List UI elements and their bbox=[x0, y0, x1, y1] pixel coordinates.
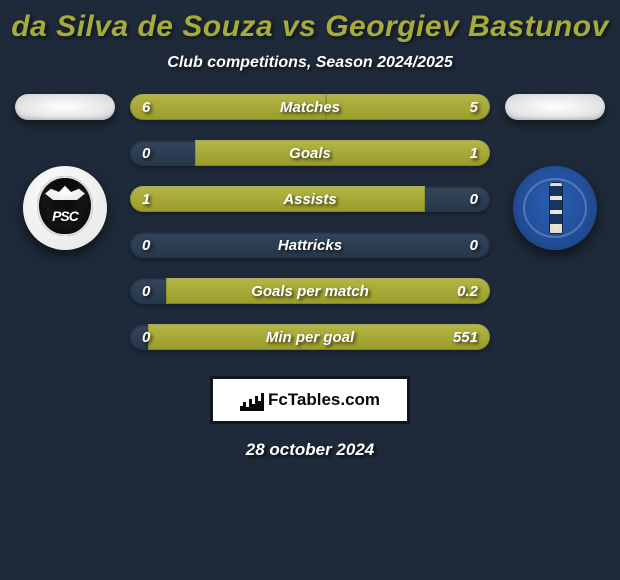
right-player-column bbox=[500, 94, 610, 350]
stat-label: Goals per match bbox=[130, 278, 490, 304]
stat-label: Matches bbox=[130, 94, 490, 120]
brand-attribution[interactable]: FcTables.com bbox=[210, 376, 410, 424]
stat-label: Goals bbox=[130, 140, 490, 166]
left-team-crest: PSC bbox=[23, 166, 107, 250]
stat-label: Assists bbox=[130, 186, 490, 212]
content-root: da Silva de Souza vs Georgiev Bastunov C… bbox=[0, 0, 620, 580]
stat-label: Min per goal bbox=[130, 324, 490, 350]
brand-text: FcTables.com bbox=[268, 390, 380, 410]
left-player-name-pill bbox=[15, 94, 115, 120]
comparison-row: PSC 65Matches 01Goals 10Assists 00Hattricks… bbox=[0, 94, 620, 350]
stat-bar: 65Matches bbox=[130, 94, 490, 120]
bar-chart-icon bbox=[240, 389, 262, 411]
page-title: da Silva de Souza vs Georgiev Bastunov bbox=[11, 10, 609, 44]
right-team-crest bbox=[513, 166, 597, 250]
stat-bar: 00Hattricks bbox=[130, 232, 490, 258]
stat-bar: 01Goals bbox=[130, 140, 490, 166]
stat-bar: 00.2Goals per match bbox=[130, 278, 490, 304]
left-crest-label: PSC bbox=[23, 208, 107, 224]
stat-label: Hattricks bbox=[130, 232, 490, 258]
stat-bars: 65Matches 01Goals 10Assists 00Hattricks 00.2… bbox=[130, 94, 490, 350]
snapshot-date: 28 october 2024 bbox=[246, 440, 375, 460]
stat-bar: 10Assists bbox=[130, 186, 490, 212]
stat-bar: 0551Min per goal bbox=[130, 324, 490, 350]
right-player-name-pill bbox=[505, 94, 605, 120]
page-subtitle: Club competitions, Season 2024/2025 bbox=[167, 54, 452, 72]
left-player-column: PSC bbox=[10, 94, 120, 350]
